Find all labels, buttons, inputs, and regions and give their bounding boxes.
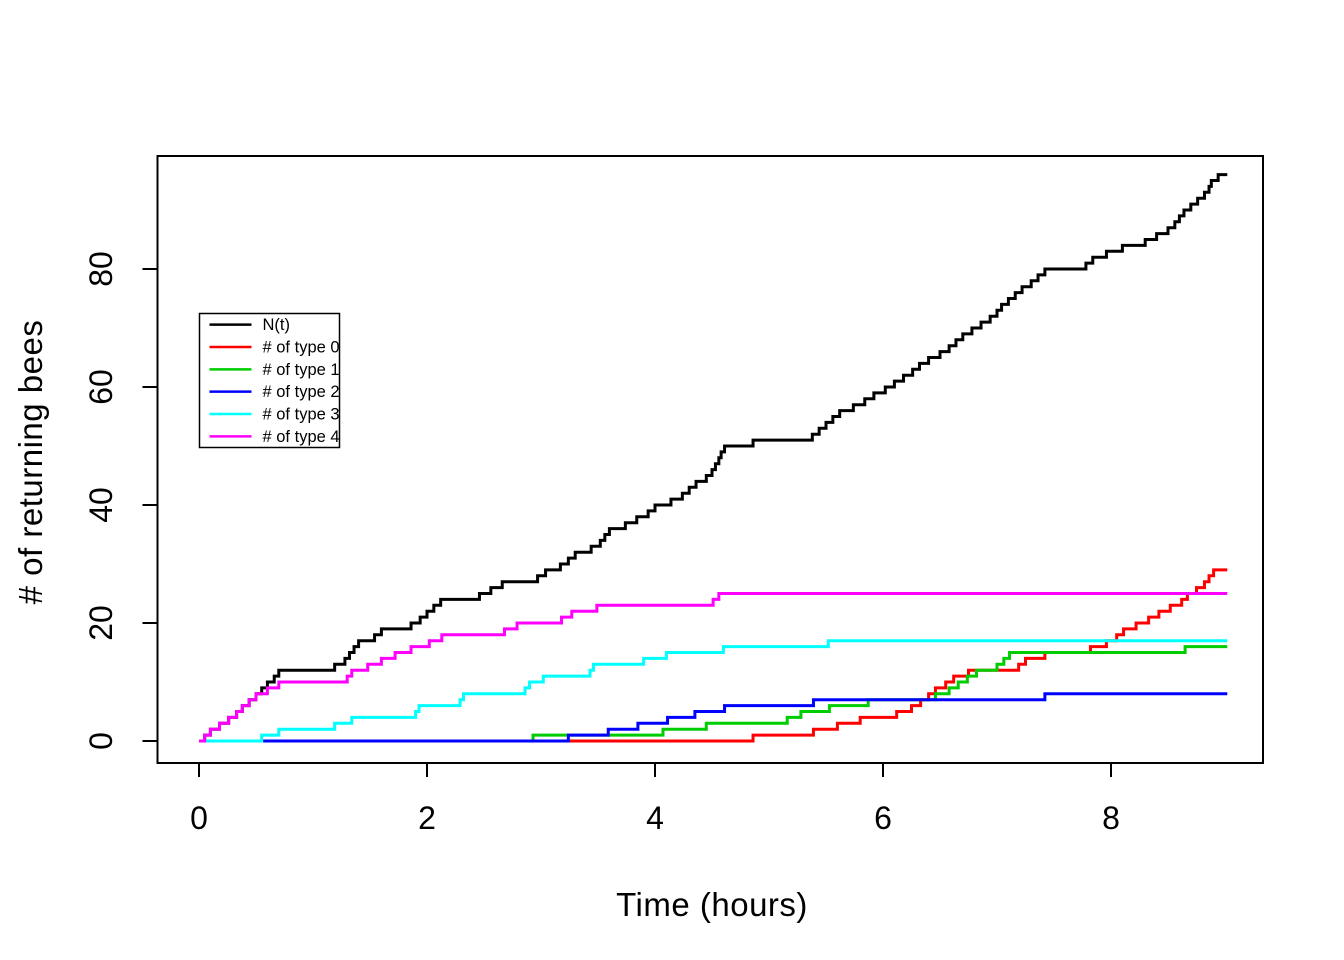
x-axis-tick-label: 0 <box>190 800 208 836</box>
legend-label: # of type 1 <box>263 361 340 379</box>
series-line-of-type-3 <box>199 639 1228 743</box>
legend-label: # of type 3 <box>263 406 340 424</box>
series-line-of-type-1 <box>199 645 1228 743</box>
legend-label: N(t) <box>263 316 291 334</box>
series-line-n-t <box>199 173 1228 743</box>
series-line-of-type-0 <box>199 568 1228 743</box>
x-axis-tick-label: 2 <box>418 800 436 836</box>
x-axis-tick-label: 8 <box>1102 800 1120 836</box>
x-axis-title: Time (hours) <box>616 886 808 923</box>
y-axis-tick-label: 40 <box>83 487 119 523</box>
legend-box <box>198 312 341 449</box>
series-line-of-type-2 <box>199 692 1228 743</box>
series-line-of-type-4 <box>199 592 1228 743</box>
legend-label: # of type 4 <box>263 428 340 446</box>
x-axis-tick-label: 4 <box>646 800 664 836</box>
y-axis-tick-label: 20 <box>83 605 119 641</box>
legend-label: # of type 2 <box>263 383 340 401</box>
y-axis-tick-label: 0 <box>83 732 119 750</box>
y-axis-tick-label: 80 <box>83 251 119 287</box>
plot-frame <box>156 155 1264 764</box>
y-axis-title: # of returning bees <box>12 319 49 605</box>
x-axis-tick-label: 6 <box>874 800 892 836</box>
y-axis-tick-label: 60 <box>83 369 119 405</box>
legend-label: # of type 0 <box>263 339 340 357</box>
